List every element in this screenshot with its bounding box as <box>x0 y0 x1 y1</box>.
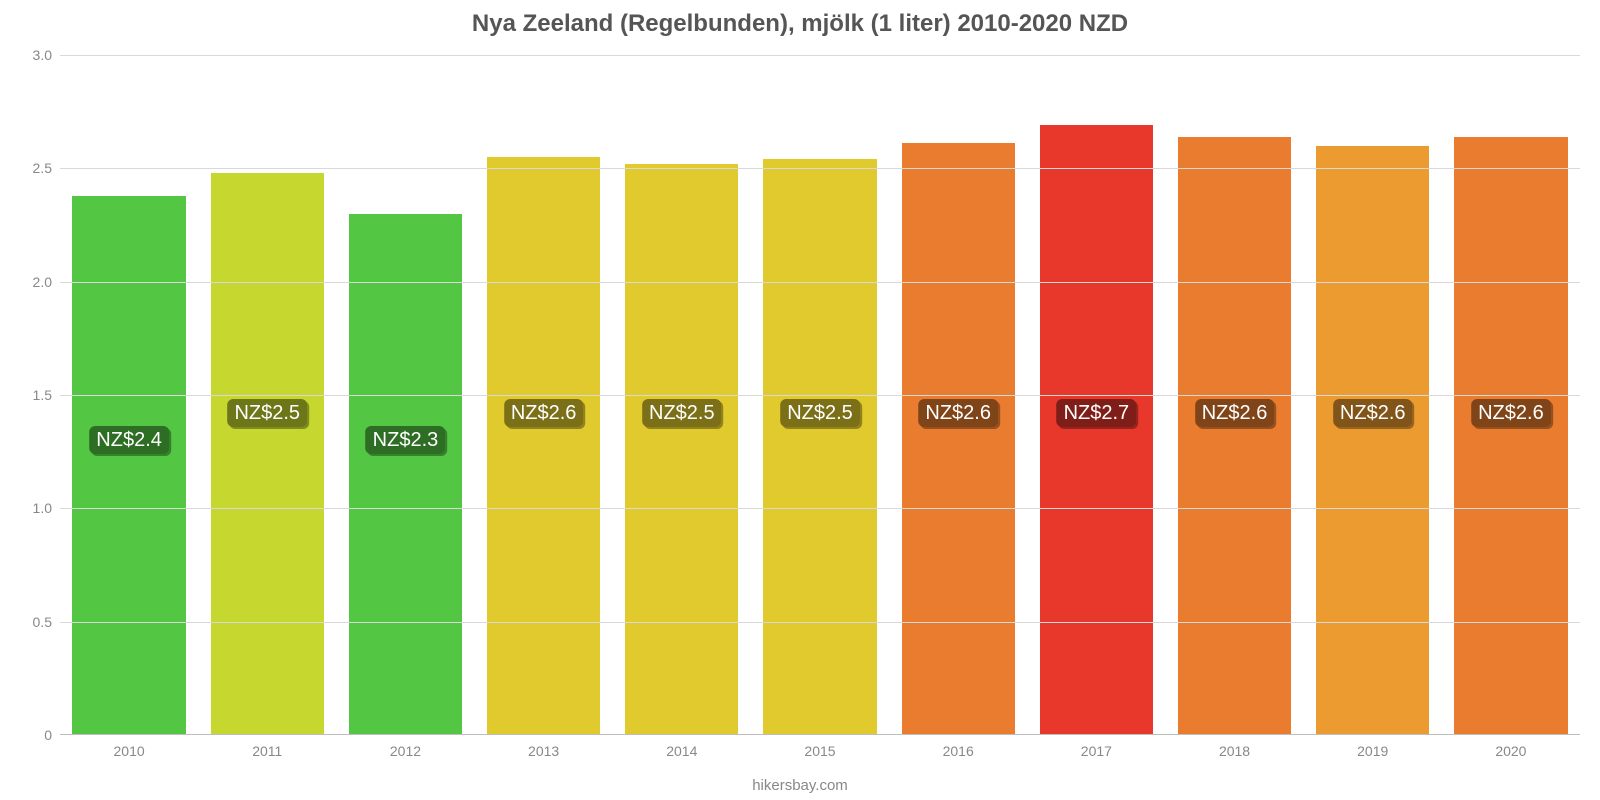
x-tick-label: 2015 <box>804 735 835 759</box>
gridline <box>60 55 1580 56</box>
bar <box>625 164 738 735</box>
bar-value-label: NZ$2.6 <box>1471 399 1551 427</box>
bar-value-label: NZ$2.6 <box>1333 399 1413 427</box>
x-tick-label: 2019 <box>1357 735 1388 759</box>
y-tick-label: 2.0 <box>33 274 60 290</box>
bar <box>487 157 600 735</box>
bar-value-label: NZ$2.6 <box>504 399 584 427</box>
bar <box>902 143 1015 735</box>
x-tick-label: 2013 <box>528 735 559 759</box>
bar <box>211 173 324 735</box>
bar-value-label: NZ$2.3 <box>366 426 446 454</box>
y-tick-label: 1.5 <box>33 387 60 403</box>
x-tick-label: 2018 <box>1219 735 1250 759</box>
x-tick-label: 2014 <box>666 735 697 759</box>
bar-value-label: NZ$2.6 <box>918 399 998 427</box>
y-tick-label: 3.0 <box>33 47 60 63</box>
gridline <box>60 395 1580 396</box>
bar-value-label: NZ$2.6 <box>1195 399 1275 427</box>
x-tick-label: 2016 <box>943 735 974 759</box>
bar-value-label: NZ$2.5 <box>780 399 860 427</box>
bar <box>1454 137 1567 735</box>
bar <box>1178 137 1291 735</box>
bar-value-label: NZ$2.7 <box>1057 399 1137 427</box>
y-tick-label: 1.0 <box>33 500 60 516</box>
x-tick-label: 2020 <box>1495 735 1526 759</box>
bar <box>1316 146 1429 735</box>
attribution-text: hikersbay.com <box>0 777 1600 794</box>
bar <box>72 196 185 735</box>
milk-price-chart: Nya Zeeland (Regelbunden), mjölk (1 lite… <box>0 0 1600 800</box>
bar <box>349 214 462 735</box>
bar <box>763 159 876 735</box>
x-tick-label: 2012 <box>390 735 421 759</box>
y-tick-label: 2.5 <box>33 160 60 176</box>
bar <box>1040 125 1153 735</box>
chart-title: Nya Zeeland (Regelbunden), mjölk (1 lite… <box>0 10 1600 38</box>
gridline <box>60 282 1580 283</box>
x-tick-label: 2017 <box>1081 735 1112 759</box>
gridline <box>60 168 1580 169</box>
gridline <box>60 508 1580 509</box>
x-tick-label: 2010 <box>114 735 145 759</box>
bar-value-label: NZ$2.5 <box>642 399 722 427</box>
x-tick-label: 2011 <box>252 735 282 759</box>
gridline <box>60 622 1580 623</box>
bar-value-label: NZ$2.4 <box>89 426 169 454</box>
y-tick-label: 0.5 <box>33 614 60 630</box>
plot-area: NZ$2.4 NZ$2.5 NZ$2.3 NZ$2.6 NZ$2.5 NZ$2.5 NZ$2… <box>60 55 1580 735</box>
y-tick-label: 0 <box>44 727 60 743</box>
bar-value-label: NZ$2.5 <box>227 399 307 427</box>
